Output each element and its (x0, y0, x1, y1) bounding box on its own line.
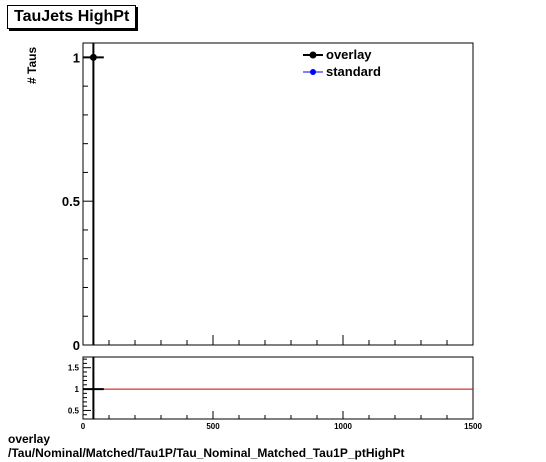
overlay-point (89, 53, 97, 61)
ratio-x-tick-label: 1000 (334, 422, 352, 431)
ratio-x-tick-label: 1500 (464, 422, 482, 431)
legend-overlay-label: overlay (326, 47, 372, 62)
chart-title: TauJets HighPt (7, 5, 137, 29)
y-tick-label: 0.5 (62, 194, 80, 209)
main-y-axis-label: # Taus (25, 47, 39, 84)
y-tick-label: 0 (73, 338, 80, 353)
y-tick-label: 1 (73, 50, 80, 65)
legend-overlay-marker (309, 51, 317, 59)
ratio-plot-frame (82, 356, 474, 420)
legend-standard-label: standard (326, 64, 381, 79)
ratio-x-tick-label: 500 (206, 422, 220, 431)
ratio-y-tick-label: 1 (75, 385, 80, 394)
legend: overlay standard (303, 47, 381, 79)
caption-line-1: overlay (8, 432, 51, 446)
ratio-y-tick-label: 0.5 (68, 406, 80, 415)
legend-standard-marker (310, 69, 316, 75)
caption-line-2: /Tau/Nominal/Matched/Tau1P/Tau_Nominal_M… (8, 446, 405, 460)
ratio-x-tick-label: 0 (81, 422, 86, 431)
ratio-y-tick-label: 1.5 (68, 364, 80, 373)
main-plot-frame (82, 42, 474, 346)
